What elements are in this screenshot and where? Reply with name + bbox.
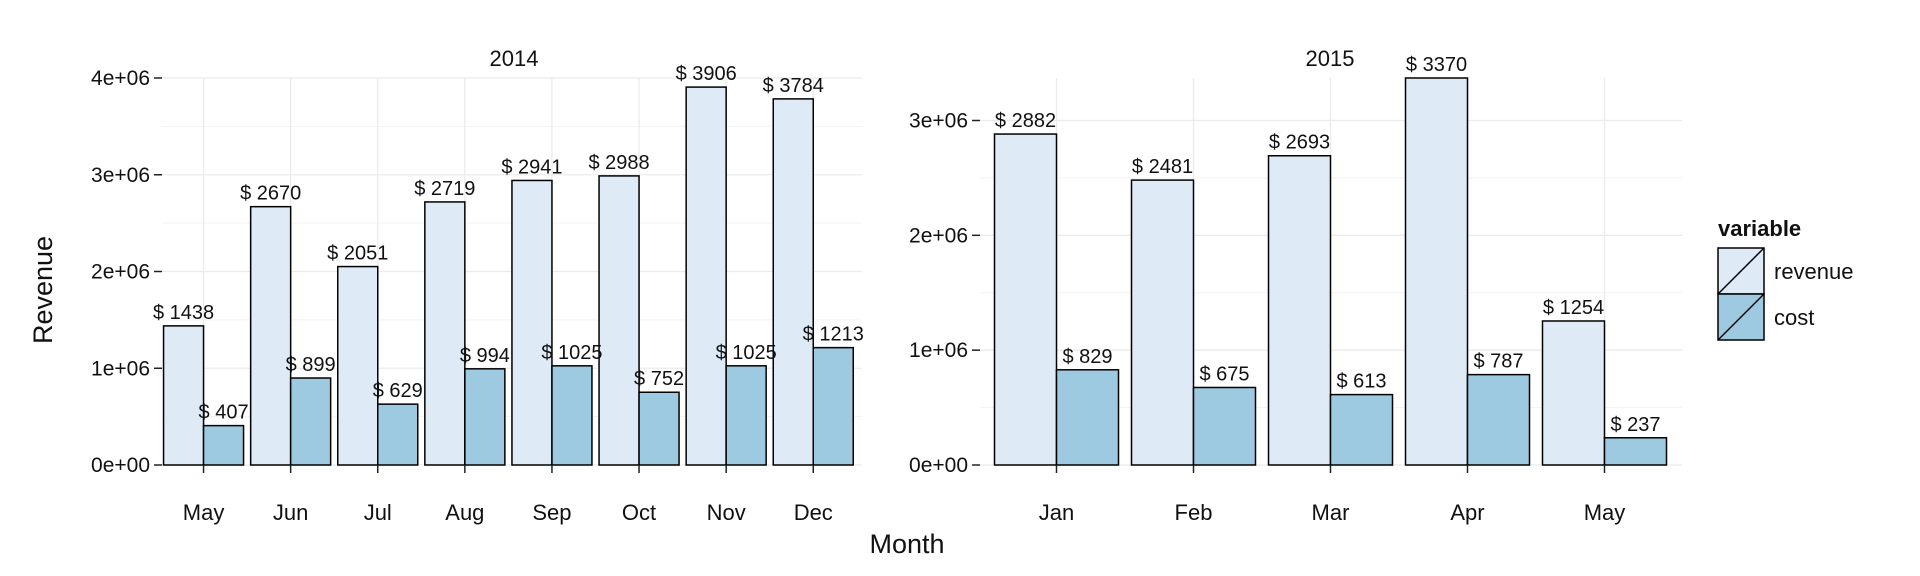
data-label-cost: $ 675 [1199,363,1249,385]
legend-label-cost: cost [1774,305,1814,330]
data-label-revenue: $ 3906 [676,63,737,85]
bar-cost-jan [1055,369,1120,466]
data-label-cost: $ 613 [1336,371,1386,393]
panel-title: 2014 [490,46,539,71]
data-label-cost: $ 899 [286,354,336,376]
bar-revenue-nov [685,86,727,466]
bar-revenue-dec [772,98,814,466]
bar-cost-dec [812,346,854,466]
bar-cost-sep [551,365,593,466]
data-label-cost: $ 237 [1610,414,1660,436]
bar-cost-aug [464,368,506,466]
x-tick-label: Jan [1039,500,1074,525]
y-tick-label: 0e+00 [909,454,968,477]
y-tick-label: 2e+06 [91,261,150,284]
legend-label-revenue: revenue [1774,259,1854,284]
data-label-revenue: $ 2670 [240,183,301,205]
bar-cost-feb [1192,386,1257,466]
data-label-revenue: $ 2882 [995,110,1056,132]
bar-revenue-sep [511,179,553,466]
panel-title: 2015 [1306,46,1355,71]
bar-revenue-oct [598,175,640,466]
x-tick-label: Jul [364,500,392,525]
data-label-revenue: $ 2481 [1132,156,1193,178]
data-label-cost: $ 407 [199,402,249,424]
bar-revenue-may [162,325,205,466]
x-axis-title: Month [869,529,944,559]
y-tick-label: 2e+06 [909,224,968,247]
bar-cost-mar [1329,393,1394,466]
data-label-revenue: $ 2719 [414,178,475,200]
bar-cost-oct [638,391,680,466]
x-tick-label: Mar [1312,500,1350,525]
x-tick-label: May [1584,500,1626,525]
x-tick-label: Sep [532,500,571,525]
x-tick-label: Dec [794,500,833,525]
y-tick-label: 4e+06 [91,67,150,90]
legend-key-slash [1717,293,1765,341]
bar-revenue-jul [337,265,379,466]
data-label-revenue: $ 1254 [1543,297,1604,319]
y-axis-title: Revenue [28,236,58,344]
data-label-revenue: $ 2941 [501,156,562,178]
data-label-revenue: $ 2051 [327,243,388,265]
bar-revenue-jan [993,133,1058,466]
y-tick-label: 1e+06 [909,339,968,362]
data-label-revenue: $ 3784 [763,75,824,97]
data-label-cost: $ 787 [1473,351,1523,373]
y-tick-label: 1e+06 [91,357,150,380]
data-label-cost: $ 1213 [803,324,864,346]
x-tick-label: Jun [273,500,308,525]
bar-cost-jun [289,377,332,466]
bar-revenue-mar [1267,154,1332,466]
bar-revenue-apr [1404,77,1469,466]
panel-2014: 2014 0e+00 1e+06 2e+06 3e+06 4e+06 $ 1438 $ 267… [91,46,864,525]
bar-cost-may [1603,437,1668,466]
data-label-revenue: $ 2988 [588,152,649,174]
x-tick-label: Feb [1175,500,1213,525]
data-label-cost: $ 1025 [716,342,777,364]
legend-key-slash [1717,247,1765,295]
bar-cost-may [202,424,245,466]
bar-revenue-aug [424,201,466,466]
data-label-revenue: $ 1438 [153,302,214,324]
panel-2015: 2015 0e+00 1e+06 2e+06 3e+06 $ 2882 $ 2481 $ 26… [909,46,1682,525]
y-tick-label: 0e+00 [91,454,150,477]
data-label-cost: $ 1025 [541,342,602,364]
bar-revenue-jun [249,205,292,466]
bar-cost-jul [377,403,419,466]
x-tick-label: Nov [707,500,746,525]
data-label-cost: $ 629 [373,380,423,402]
x-tick-label: Aug [445,500,484,525]
data-label-cost: $ 752 [634,368,684,390]
y-tick-label: 3e+06 [909,109,968,132]
y-tick-label: 3e+06 [91,164,150,187]
bar-revenue-feb [1130,179,1195,466]
bar-cost-nov [725,365,767,466]
bar-revenue-may [1541,320,1606,466]
x-tick-label: Oct [622,500,656,525]
data-label-cost: $ 829 [1062,346,1112,368]
data-label-revenue: $ 2693 [1269,132,1330,154]
bar-cost-apr [1466,373,1531,466]
x-tick-label: Apr [1450,500,1484,525]
data-label-cost: $ 994 [460,345,510,367]
data-label-revenue: $ 3370 [1406,54,1467,76]
legend: variable revenue cost [1717,216,1854,341]
legend-title: variable [1718,216,1801,241]
x-tick-label: May [183,500,225,525]
